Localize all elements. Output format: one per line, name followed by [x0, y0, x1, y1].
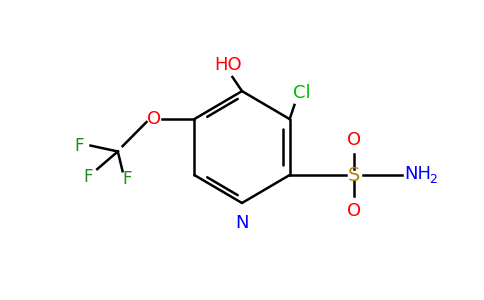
Text: O: O	[147, 110, 161, 128]
Text: HO: HO	[214, 56, 242, 74]
Text: 2: 2	[429, 173, 437, 186]
Text: F: F	[75, 136, 84, 154]
Text: O: O	[347, 130, 361, 148]
Text: N: N	[235, 214, 249, 232]
Text: Cl: Cl	[293, 84, 310, 102]
Text: F: F	[83, 168, 92, 186]
Text: S: S	[348, 166, 361, 184]
Text: NH: NH	[405, 165, 431, 183]
Text: O: O	[347, 202, 361, 220]
Text: F: F	[122, 170, 132, 188]
